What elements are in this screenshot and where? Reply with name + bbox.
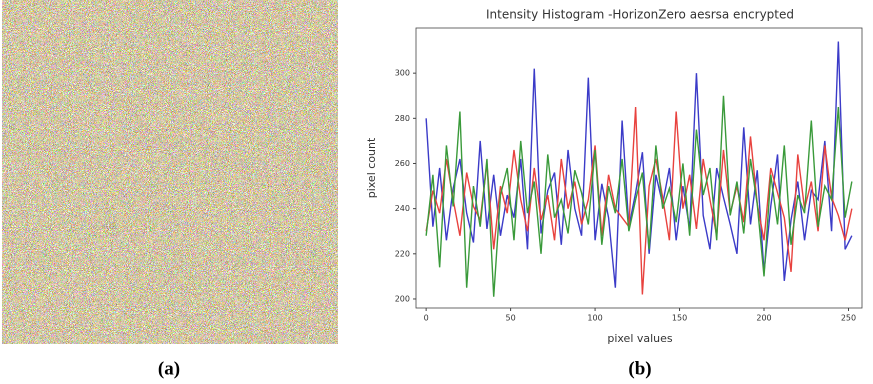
x-tick-label: 250 [841, 314, 856, 323]
y-axis-label: pixel count [365, 137, 378, 198]
x-tick-label: 200 [756, 314, 771, 323]
x-tick-label: 150 [672, 314, 687, 323]
x-tick-label: 50 [506, 314, 516, 323]
encrypted-image [2, 0, 338, 344]
x-tick-label: 0 [424, 314, 429, 323]
y-tick-label: 200 [395, 294, 410, 303]
y-tick-label: 220 [395, 249, 410, 258]
page: (a) (b) Intensity Histogram -HorizonZero… [0, 0, 873, 384]
y-tick-label: 240 [395, 204, 410, 213]
figure: (a) (b) Intensity Histogram -HorizonZero… [0, 0, 873, 384]
chart-title: Intensity Histogram -HorizonZero aesrsa … [486, 8, 794, 22]
y-tick-label: 300 [395, 69, 410, 78]
caption: (b) [628, 358, 651, 379]
x-axis-label: pixel values [607, 332, 673, 345]
y-tick-label: 260 [395, 159, 410, 168]
caption: (a) [158, 358, 180, 379]
y-tick-label: 280 [395, 114, 410, 123]
x-tick-label: 100 [587, 314, 602, 323]
